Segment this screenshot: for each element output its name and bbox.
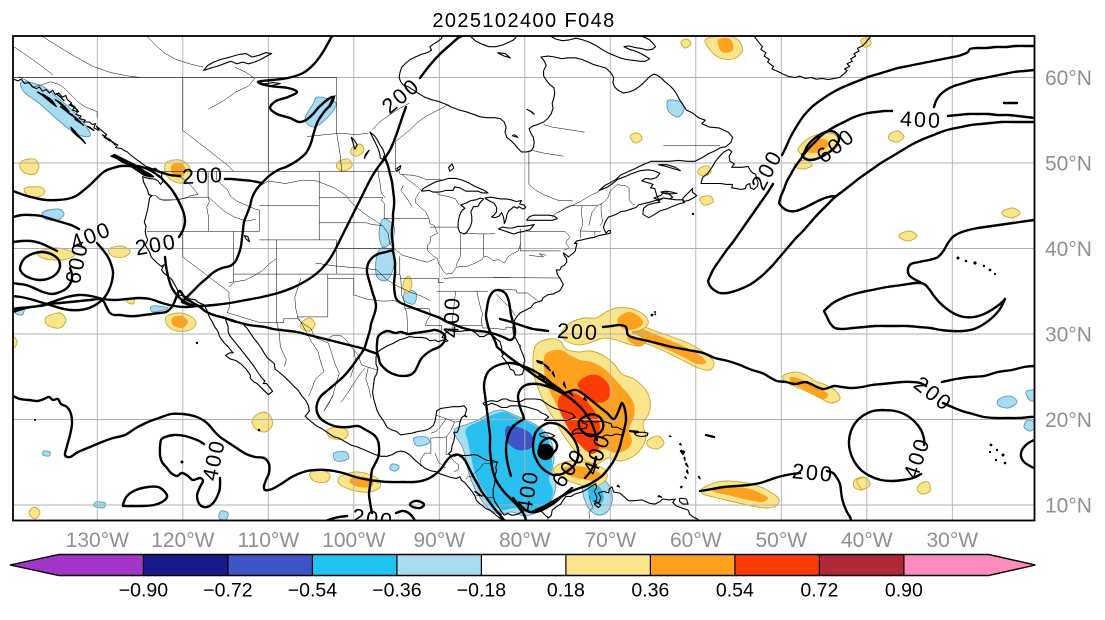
svg-text:40°W: 40°W [841, 529, 893, 552]
svg-text:90°W: 90°W [414, 529, 466, 552]
svg-text:50°W: 50°W [756, 529, 808, 552]
svg-text:2025102400 F048: 2025102400 F048 [432, 10, 615, 32]
svg-text:130°W: 130°W [66, 529, 129, 552]
svg-text:0.72: 0.72 [800, 580, 838, 602]
svg-text:−0.90: −0.90 [119, 580, 168, 602]
svg-text:−0.36: −0.36 [372, 580, 421, 602]
svg-text:70°W: 70°W [585, 529, 637, 552]
svg-text:80°W: 80°W [499, 529, 551, 552]
svg-text:40°N: 40°N [1045, 238, 1092, 261]
svg-text:60°W: 60°W [670, 529, 722, 552]
svg-text:200: 200 [181, 163, 224, 189]
svg-text:30°W: 30°W [927, 529, 979, 552]
svg-text:0.90: 0.90 [885, 580, 923, 602]
svg-text:30°N: 30°N [1045, 324, 1092, 347]
svg-text:200: 200 [556, 319, 599, 345]
svg-text:−0.54: −0.54 [288, 580, 337, 602]
svg-text:0.18: 0.18 [547, 580, 585, 602]
svg-text:100°W: 100°W [322, 529, 385, 552]
svg-text:200: 200 [351, 504, 396, 534]
svg-text:10°N: 10°N [1045, 495, 1092, 518]
svg-text:0.54: 0.54 [716, 580, 754, 602]
svg-text:50°N: 50°N [1045, 153, 1092, 176]
svg-text:400: 400 [899, 107, 942, 133]
svg-text:110°W: 110°W [237, 529, 299, 552]
svg-text:60°N: 60°N [1045, 67, 1092, 90]
svg-text:0.36: 0.36 [631, 580, 669, 602]
svg-text:20°N: 20°N [1045, 409, 1092, 432]
svg-text:−0.18: −0.18 [457, 580, 506, 602]
svg-text:−0.72: −0.72 [203, 580, 252, 602]
svg-text:200: 200 [791, 459, 835, 487]
svg-text:400: 400 [439, 296, 464, 339]
svg-text:120°W: 120°W [151, 529, 214, 552]
